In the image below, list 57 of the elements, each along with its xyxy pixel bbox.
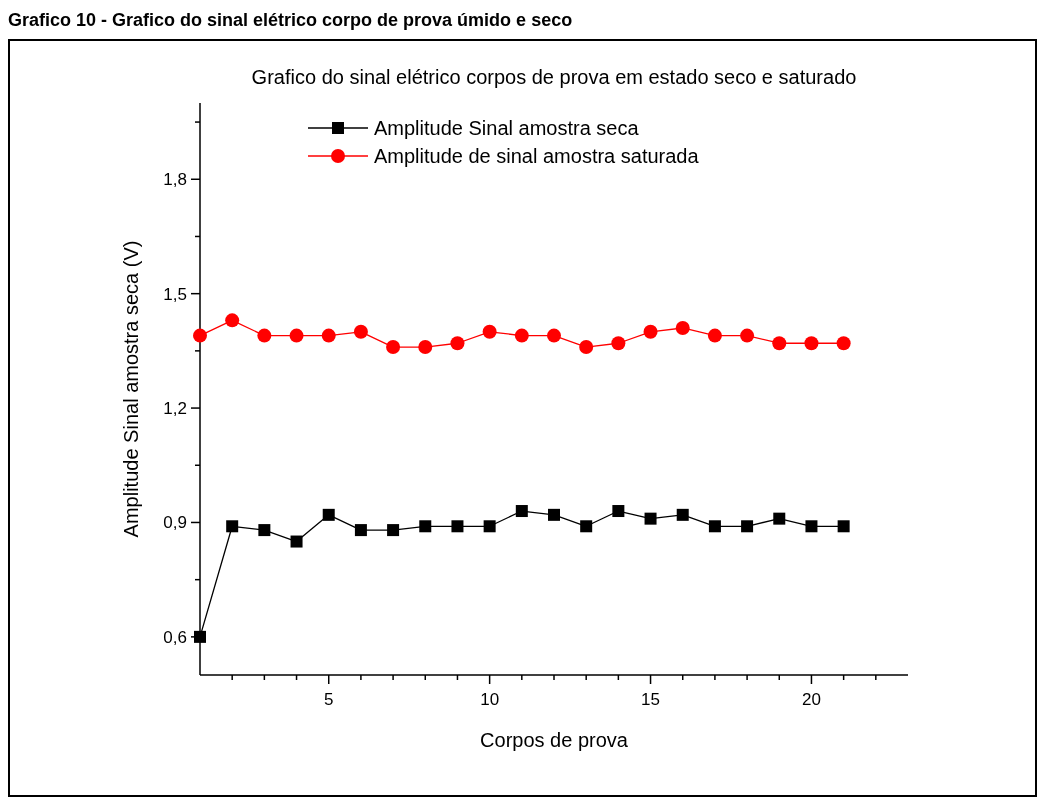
- point: [226, 520, 239, 533]
- point: [579, 340, 594, 355]
- y-tick-label: 0,6: [163, 627, 187, 647]
- legend-label: Amplitude de sinal amostra saturada: [374, 145, 700, 167]
- point: [547, 328, 561, 343]
- y-tick-label: 1,5: [163, 284, 187, 304]
- point: [708, 520, 721, 533]
- x-tick-label: 10: [480, 690, 500, 709]
- point: [258, 524, 271, 537]
- point: [515, 505, 528, 518]
- point: [257, 328, 272, 343]
- point: [548, 508, 560, 521]
- x-tick-label: 20: [801, 690, 821, 709]
- point: [482, 324, 497, 339]
- y-tick-label: 1,8: [163, 170, 187, 190]
- point: [354, 524, 367, 537]
- point: [386, 340, 401, 355]
- point: [194, 630, 206, 643]
- point: [289, 328, 304, 343]
- point: [580, 520, 593, 533]
- point: [483, 520, 496, 533]
- point: [611, 336, 626, 351]
- point: [707, 328, 722, 343]
- point: [644, 512, 657, 525]
- point: [225, 313, 240, 328]
- point: [805, 520, 818, 533]
- x-axis-title: Corpos de prova: [480, 729, 629, 751]
- point: [193, 328, 207, 343]
- legend-label: Amplitude Sinal amostra seca: [374, 117, 640, 139]
- chart-subtitle: Grafico do sinal elétrico corpos de prova em estado seco e saturado: [251, 66, 857, 88]
- point: [451, 520, 464, 533]
- point: [804, 336, 819, 351]
- point: [676, 508, 689, 521]
- y-axis-title: Amplitude Sinal amostra seca (V): [120, 240, 142, 538]
- point: [643, 324, 658, 339]
- point: [612, 505, 625, 518]
- point: [772, 336, 787, 351]
- point: [419, 520, 432, 533]
- y-tick-label: 1,2: [163, 399, 187, 419]
- point: [418, 340, 433, 355]
- y-tick-label: 0,9: [163, 513, 187, 533]
- point: [321, 328, 336, 343]
- point: [741, 520, 754, 533]
- point: [837, 520, 850, 533]
- point: [387, 524, 400, 537]
- point: [290, 535, 303, 548]
- point: [353, 324, 368, 339]
- point: [450, 336, 465, 351]
- x-tick-label: 15: [641, 690, 661, 709]
- point: [740, 328, 755, 343]
- point: [836, 336, 851, 351]
- point: [773, 512, 786, 525]
- point: [675, 320, 690, 335]
- point: [322, 508, 335, 521]
- point: [514, 328, 529, 343]
- chart-title: Grafico 10 - Grafico do sinal elétrico corpo de prova úmido e seco: [8, 10, 573, 30]
- x-tick-label: 5: [323, 690, 334, 709]
